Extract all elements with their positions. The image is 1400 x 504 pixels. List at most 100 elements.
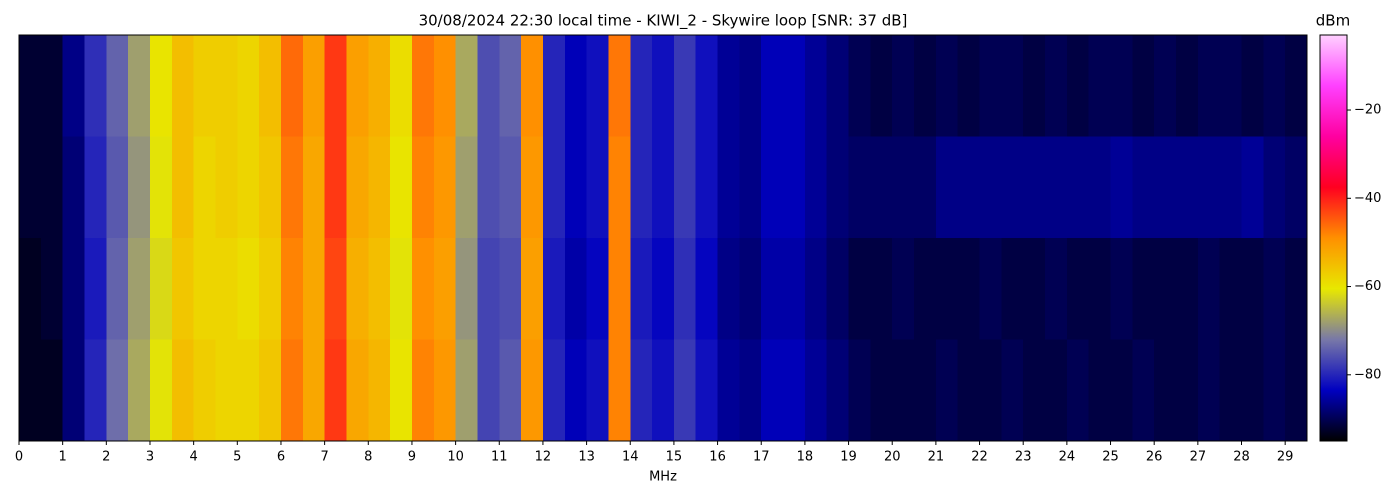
heatmap-cell [1001,238,1024,340]
heatmap-cell [237,136,260,239]
heatmap-cell [1132,339,1155,442]
heatmap-cell [171,35,195,137]
heatmap-cell [1045,35,1068,137]
x-tick-label: 11 [491,450,508,465]
heatmap-cell [324,136,347,239]
colorbar-tick-label: −60 [1354,279,1381,294]
heatmap-cell [979,238,1002,340]
heatmap-cell [804,136,828,239]
heatmap-cell [1088,136,1112,239]
heatmap-cell [84,238,107,340]
heatmap-cell [1285,339,1308,442]
x-tick-label: 5 [233,450,241,465]
heatmap-cell [935,339,959,442]
heatmap-cell [106,136,129,239]
heatmap-cell [171,339,195,442]
heatmap-cell [1110,136,1133,239]
heatmap-cell [1154,339,1177,442]
heatmap-cell [1176,35,1199,137]
heatmap-cell [149,339,173,442]
heatmap-cell [1045,238,1068,340]
heatmap-cell [368,136,391,239]
heatmap-cell [1023,136,1046,239]
heatmap-cell [783,136,806,239]
heatmap-cell [804,238,828,340]
heatmap-cell [848,136,871,239]
heatmap-cell [19,35,42,137]
heatmap-cell [1088,35,1112,137]
heatmap-cell [1176,339,1199,442]
heatmap-cell [739,339,762,442]
heatmap-cell [870,35,893,137]
heatmap-cell [1088,339,1112,442]
heatmap-cell [346,238,369,340]
heatmap-cell [1263,238,1286,340]
heatmap-cell [1132,35,1155,137]
heatmap-cell [914,136,937,239]
heatmap-cell [848,339,871,442]
colorbar-label: dBm [1316,12,1350,30]
x-axis-label: MHz [649,470,677,485]
heatmap-cell [346,339,369,442]
heatmap-cell [128,238,151,340]
heatmap-cell [848,238,871,340]
heatmap-cell [804,35,828,137]
heatmap-cell [411,35,435,137]
heatmap-cell [542,35,566,137]
heatmap-cell [368,35,391,137]
heatmap-cell [368,238,391,340]
heatmap-cell [957,35,981,137]
heatmap-cell [1285,238,1308,340]
heatmap-cell [717,339,740,442]
heatmap-cell [455,238,478,340]
x-tick-label: 2 [102,450,110,465]
heatmap-cell [564,339,588,442]
heatmap-cell [193,238,216,340]
x-tick-label: 0 [15,450,23,465]
heatmap-cell [1088,238,1112,340]
heatmap-cell [826,35,850,137]
heatmap-cell [1154,136,1177,239]
heatmap-cell [259,238,282,340]
heatmap-cell [259,35,282,137]
heatmap-cell [673,339,697,442]
colorbar-tick-label: −80 [1354,367,1381,382]
heatmap-cell [346,35,369,137]
heatmap-cell [40,339,64,442]
heatmap-cell [630,238,653,340]
x-tick-label: 23 [1015,450,1032,465]
heatmap-cell [521,136,544,239]
heatmap-cell [1154,35,1177,137]
heatmap-cell [848,35,871,137]
heatmap-cell [324,35,347,137]
heatmap-cell [608,35,631,137]
x-tick-label: 10 [447,450,464,465]
heatmap-cell [979,35,1002,137]
heatmap-cell [215,35,238,137]
heatmap-cell [106,35,129,137]
heatmap-cell [542,136,566,239]
x-tick-label: 1 [59,450,67,465]
heatmap-cell [324,238,347,340]
heatmap-cell [1066,136,1090,239]
x-tick-label: 4 [190,450,198,465]
x-tick-label: 9 [408,450,416,465]
heatmap-cell [237,238,260,340]
heatmap-cell [193,339,216,442]
heatmap-cell [390,339,413,442]
heatmap-cell [521,35,544,137]
heatmap-cell [630,136,653,239]
heatmap-cell [149,136,173,239]
heatmap-cell [542,238,566,340]
x-tick-label: 12 [535,450,552,465]
heatmap-cell [128,136,151,239]
heatmap-cell [346,136,369,239]
colorbar-tick-label: −20 [1354,103,1381,118]
x-tick-label: 19 [840,450,857,465]
heatmap-cell [433,136,457,239]
heatmap-cell [1001,339,1024,442]
x-tick-label: 29 [1277,450,1294,465]
heatmap-cell [826,238,850,340]
heatmap-cell [390,35,413,137]
